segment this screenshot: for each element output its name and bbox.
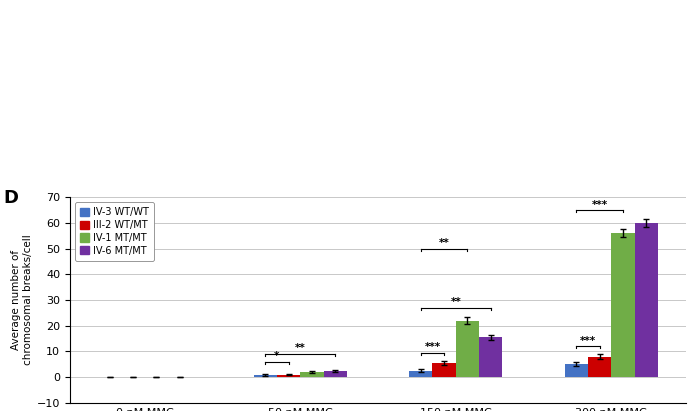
Bar [611, 233, 635, 377]
Text: **: ** [450, 297, 461, 307]
Bar [409, 371, 433, 377]
Bar [277, 374, 300, 377]
Text: ***: *** [580, 336, 596, 346]
Bar [635, 223, 658, 377]
Text: D: D [4, 189, 18, 207]
Text: **: ** [295, 344, 306, 353]
Text: ***: *** [592, 200, 608, 210]
Legend: IV-3 WT/WT, III-2 WT/MT, IV-1 MT/MT, IV-6 MT/MT: IV-3 WT/WT, III-2 WT/MT, IV-1 MT/MT, IV-… [75, 202, 154, 261]
Bar [253, 375, 277, 377]
Bar [433, 363, 456, 377]
Bar [456, 321, 479, 377]
Text: **: ** [439, 238, 449, 248]
Bar [323, 371, 347, 377]
Bar [300, 372, 323, 377]
Text: ***: *** [424, 342, 440, 352]
Bar [565, 364, 588, 377]
Y-axis label: Average number of
chromosomal breaks/cell: Average number of chromosomal breaks/cel… [11, 235, 33, 365]
Bar [588, 356, 611, 377]
Text: *: * [274, 351, 279, 361]
Bar [479, 337, 503, 377]
